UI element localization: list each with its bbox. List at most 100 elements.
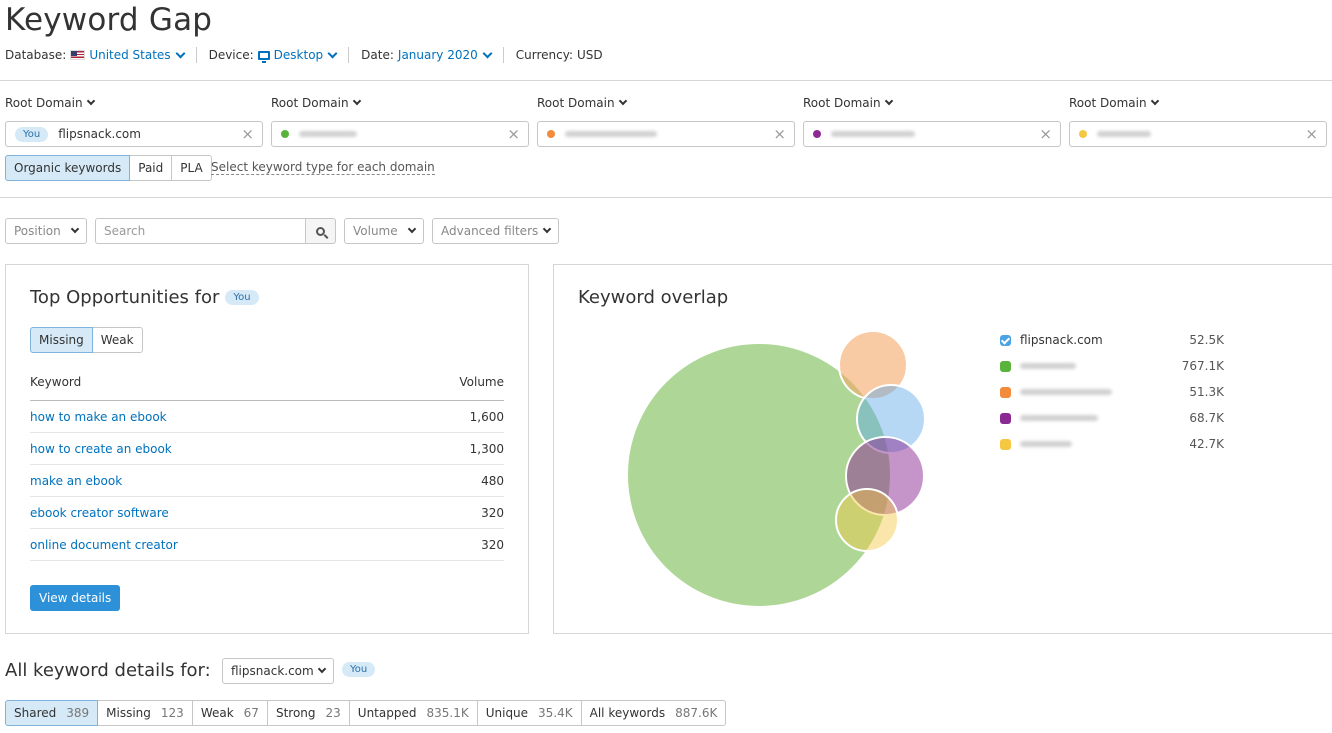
position-filter[interactable]: Position xyxy=(5,218,87,244)
root-domain-dropdown[interactable]: Root Domain xyxy=(271,95,529,111)
keyword-overlap-title: Keyword overlap xyxy=(578,287,729,308)
date-label: Date: xyxy=(361,48,394,62)
root-domain-label: Root Domain xyxy=(803,96,881,110)
keyword-link[interactable]: make an ebook xyxy=(30,473,123,488)
tab-weak[interactable]: Weak 67 xyxy=(191,700,268,726)
page-title: Keyword Gap xyxy=(5,2,213,38)
tab-unique[interactable]: Unique 35.4K xyxy=(476,700,582,726)
keyword-link[interactable]: online document creator xyxy=(30,537,178,552)
blurred-domain xyxy=(1020,441,1072,447)
tab-count: 123 xyxy=(160,706,184,720)
domain-column-2: Root Domain × xyxy=(271,95,529,147)
tab-label: All keywords xyxy=(589,706,666,720)
domain-input-you[interactable]: You flipsnack.com × xyxy=(5,121,263,147)
paid-button[interactable]: Paid xyxy=(129,155,173,181)
tab-all-keywords[interactable]: All keywords 887.6K xyxy=(580,700,727,726)
legend-swatch xyxy=(1000,412,1011,424)
domain-input-competitor[interactable]: × xyxy=(537,121,795,147)
you-badge: You xyxy=(342,662,376,677)
chevron-down-icon xyxy=(482,48,493,58)
divider xyxy=(0,197,1332,198)
clear-icon[interactable]: × xyxy=(507,125,520,143)
tab-label: Missing xyxy=(106,706,151,720)
legend-item[interactable]: flipsnack.com 52.5K xyxy=(1000,327,1224,353)
legend-item[interactable]: 51.3K xyxy=(1000,379,1224,405)
table-row: make an ebook 480 xyxy=(30,465,504,497)
domain-input-competitor[interactable]: × xyxy=(1069,121,1327,147)
competitor-color-dot xyxy=(1079,130,1087,138)
legend-item[interactable]: 68.7K xyxy=(1000,405,1224,431)
device-selector[interactable]: Device: Desktop xyxy=(208,48,338,63)
date-value: January 2020 xyxy=(397,48,478,62)
venn-circle-competitor-yellow xyxy=(835,488,899,552)
keyword-link[interactable]: ebook creator software xyxy=(30,505,169,520)
tab-shared[interactable]: Shared 389 xyxy=(5,700,99,726)
legend-swatch xyxy=(1000,360,1011,372)
legend-item[interactable]: 767.1K xyxy=(1000,353,1224,379)
legend-item[interactable]: 42.7K xyxy=(1000,431,1224,457)
root-domain-label: Root Domain xyxy=(5,96,83,110)
keyword-link[interactable]: how to create an ebook xyxy=(30,441,172,456)
tab-missing[interactable]: Missing xyxy=(30,327,93,353)
chevron-down-icon xyxy=(1150,96,1159,106)
domain-value: flipsnack.com xyxy=(58,127,141,141)
domain-input-competitor[interactable]: × xyxy=(271,121,529,147)
clear-icon[interactable]: × xyxy=(773,125,786,143)
tab-label: Shared xyxy=(14,706,57,720)
legend-count: 52.5K xyxy=(1189,333,1224,347)
tab-untapped[interactable]: Untapped 835.1K xyxy=(348,700,478,726)
root-domain-label: Root Domain xyxy=(271,96,349,110)
domain-input-competitor[interactable]: × xyxy=(803,121,1061,147)
domain-column-4: Root Domain × xyxy=(803,95,1061,147)
search-input[interactable]: Search xyxy=(95,218,306,244)
tab-strong[interactable]: Strong 23 xyxy=(266,700,350,726)
volume-filter[interactable]: Volume xyxy=(344,218,424,244)
keyword-type-hint-link[interactable]: Select keyword type for each domain xyxy=(211,160,435,175)
chevron-down-icon xyxy=(542,224,552,234)
clear-icon[interactable]: × xyxy=(241,125,254,143)
search-button[interactable] xyxy=(306,218,336,244)
root-domain-dropdown[interactable]: Root Domain xyxy=(1069,95,1327,111)
root-domain-dropdown[interactable]: Root Domain xyxy=(803,95,1061,111)
advanced-filters[interactable]: Advanced filters xyxy=(432,218,559,244)
device-label: Device: xyxy=(208,48,254,62)
search-placeholder: Search xyxy=(104,224,146,238)
root-domain-dropdown[interactable]: Root Domain xyxy=(5,95,263,111)
keyword-link[interactable]: how to make an ebook xyxy=(30,409,167,424)
search-box: Search xyxy=(95,218,336,244)
report-settings-bar: Database: United States Device: Desktop … xyxy=(5,46,603,64)
us-flag-icon xyxy=(70,50,86,60)
details-domain-select[interactable]: flipsnack.com xyxy=(222,658,334,684)
venn-circle-competitor-purple xyxy=(845,436,925,516)
volume-value: 480 xyxy=(481,473,504,488)
root-domain-dropdown[interactable]: Root Domain xyxy=(537,95,795,111)
database-selector[interactable]: Database: United States xyxy=(5,48,186,62)
clear-icon[interactable]: × xyxy=(1039,125,1052,143)
domain-column-3: Root Domain × xyxy=(537,95,795,147)
currency-label: Currency: xyxy=(515,48,573,62)
tab-missing[interactable]: Missing 123 xyxy=(97,700,193,726)
legend-count: 51.3K xyxy=(1189,385,1224,399)
venn-diagram xyxy=(626,330,926,608)
organic-keywords-button[interactable]: Organic keywords xyxy=(5,155,131,181)
checkbox-icon[interactable] xyxy=(1000,334,1011,346)
legend-count: 767.1K xyxy=(1181,359,1224,373)
competitor-color-dot xyxy=(281,130,289,138)
tab-label: Untapped xyxy=(357,706,417,720)
blurred-domain xyxy=(299,131,357,137)
root-domain-label: Root Domain xyxy=(1069,96,1147,110)
competitor-color-dot xyxy=(547,130,555,138)
date-selector[interactable]: Date: January 2020 xyxy=(361,48,493,62)
clear-icon[interactable]: × xyxy=(1305,125,1318,143)
blurred-domain xyxy=(831,131,915,137)
divider xyxy=(0,80,1332,81)
you-badge: You xyxy=(15,126,49,142)
currency-display: Currency: USD xyxy=(516,48,603,62)
advanced-filters-label: Advanced filters xyxy=(441,224,539,238)
pla-button[interactable]: PLA xyxy=(171,155,212,181)
view-details-button[interactable]: View details xyxy=(30,585,121,611)
details-domain-value: flipsnack.com xyxy=(231,664,314,678)
tab-weak[interactable]: Weak xyxy=(91,327,143,353)
position-filter-label: Position xyxy=(14,224,61,238)
chevron-down-icon xyxy=(407,224,417,234)
